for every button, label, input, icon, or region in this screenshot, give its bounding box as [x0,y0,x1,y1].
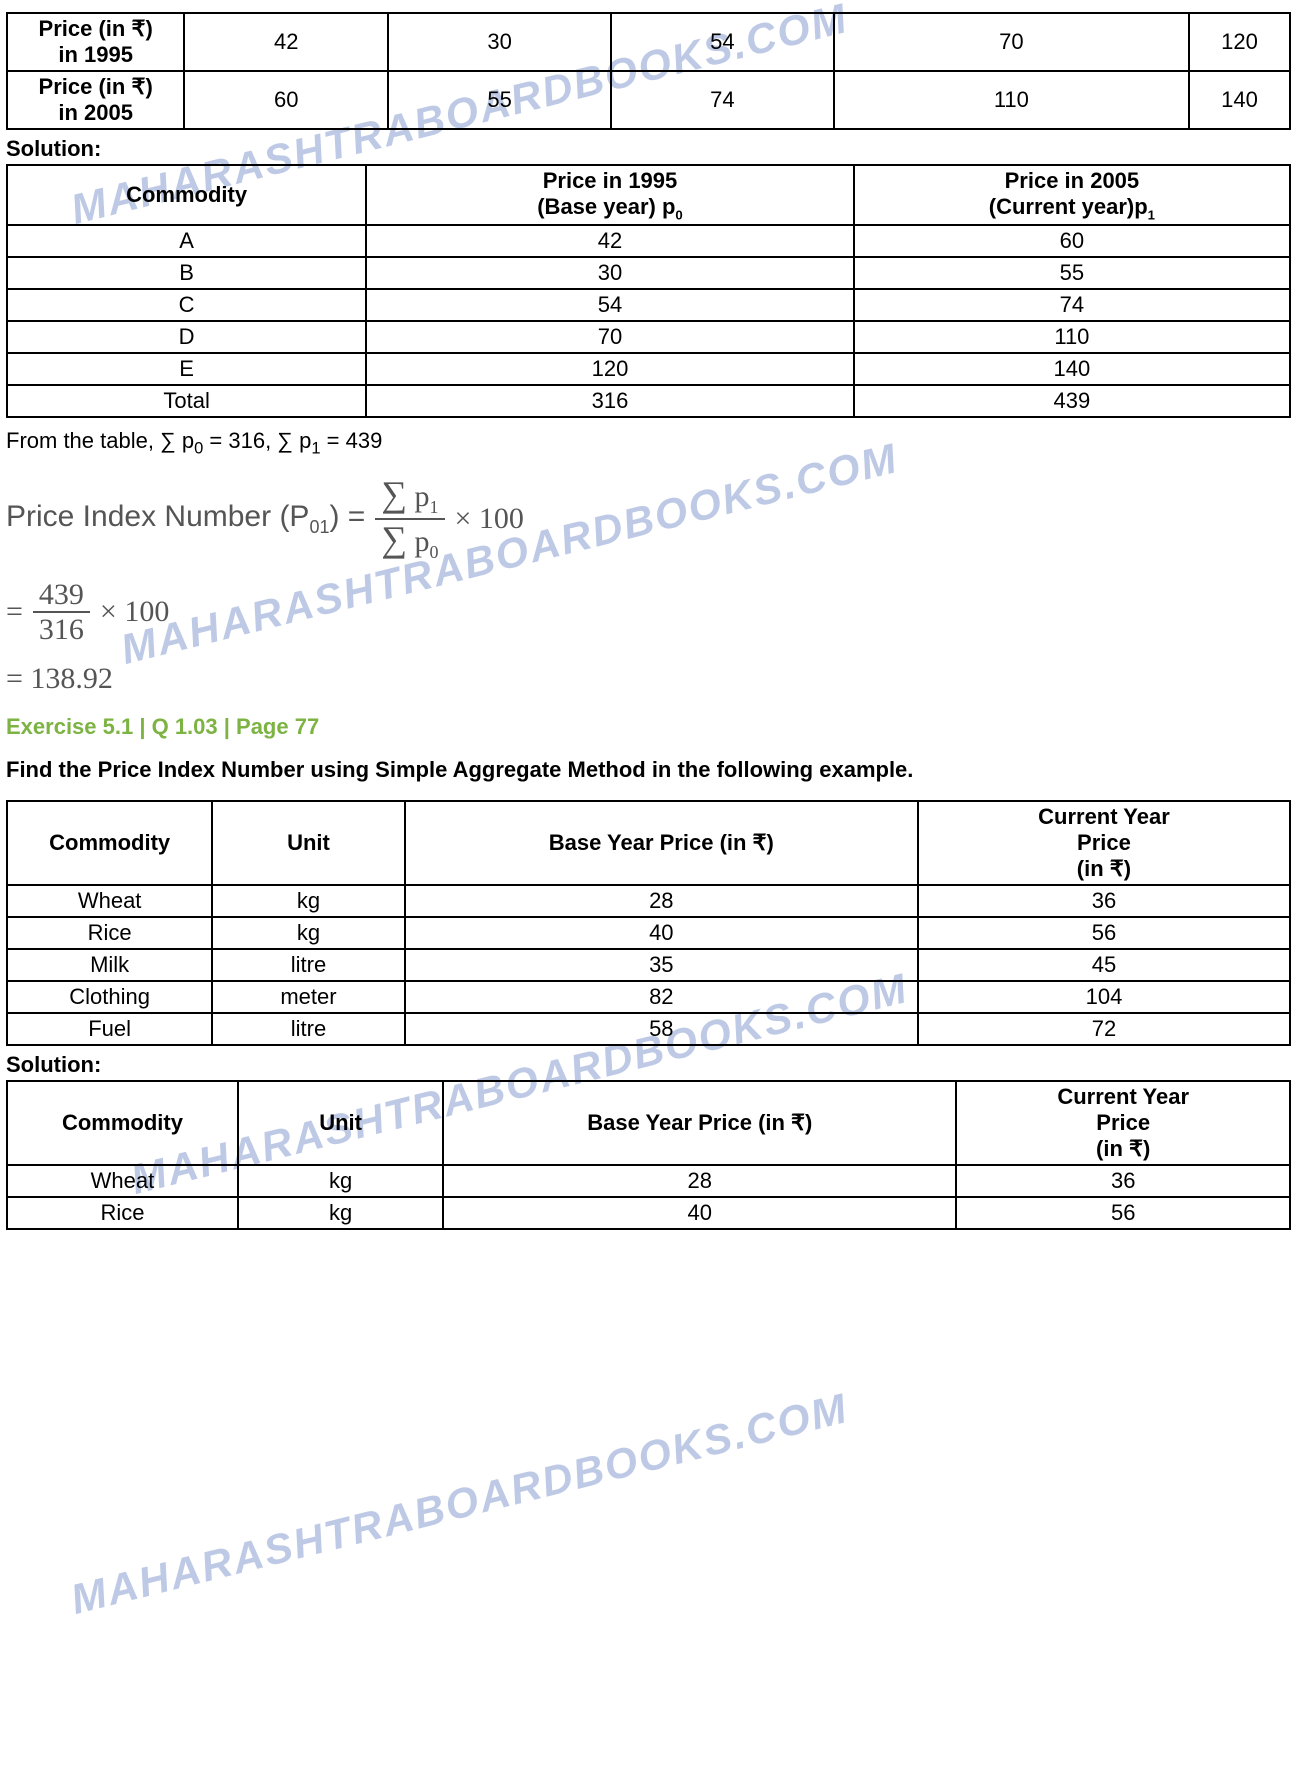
cell: 45 [918,949,1290,981]
cell: kg [238,1165,443,1197]
cell: kg [238,1197,443,1229]
cell: D [7,321,366,353]
cell: B [7,257,366,289]
sigma-icon: ∑ [381,474,407,514]
cell: 40 [443,1197,956,1229]
cell: 120 [366,353,854,385]
col-header: Commodity [7,1081,238,1165]
formula-result: = 138.92 [6,662,1291,696]
watermark: MAHARASHTRABOARDBOOKS.COM [66,1384,853,1624]
formula-label: Price Index Number (P [6,500,309,533]
cell: kg [212,885,404,917]
row-label: Price (in ₹)in 1995 [7,13,184,71]
body-text: From the table, ∑ p0 = 316, ∑ p1 = 439 [6,428,1291,458]
cell: Clothing [7,981,212,1013]
cell: 70 [834,13,1189,71]
row-label: Price (in ₹)in 2005 [7,71,184,129]
col-header: Price in 2005(Current year)p1 [854,165,1290,225]
cell: 30 [388,13,611,71]
cell: Rice [7,917,212,949]
cell: 82 [405,981,918,1013]
cell: 55 [854,257,1290,289]
cell: meter [212,981,404,1013]
col-header: Current YearPrice(in ₹) [918,801,1290,885]
cell: litre [212,949,404,981]
cell: 74 [854,289,1290,321]
cell: kg [212,917,404,949]
cell: 74 [611,71,834,129]
num-sub: 1 [430,497,439,517]
cell: 140 [1189,71,1290,129]
price-year-table: Price (in ₹)in 1995 42 30 54 70 120 Pric… [6,12,1291,130]
solution-commodity-table: Commodity Price in 1995(Base year) p0 Pr… [6,164,1291,418]
cell: 55 [388,71,611,129]
cell: 36 [956,1165,1290,1197]
times-100: × 100 [100,595,169,629]
cell: 40 [405,917,918,949]
cell: A [7,225,366,257]
cell: 140 [854,353,1290,385]
cell: 110 [834,71,1189,129]
cell: E [7,353,366,385]
cell: Rice [7,1197,238,1229]
cell: Total [7,385,366,417]
cell: Wheat [7,1165,238,1197]
col-header: Unit [238,1081,443,1165]
solution2-table: Commodity Unit Base Year Price (in ₹) Cu… [6,1080,1291,1230]
cell: 110 [854,321,1290,353]
cell: 35 [405,949,918,981]
eq: = [6,595,23,629]
col-header: Commodity [7,801,212,885]
cell: 58 [405,1013,918,1045]
cell: 54 [611,13,834,71]
col-header: Unit [212,801,404,885]
col-header: Price in 1995(Base year) p0 [366,165,854,225]
cell: 104 [918,981,1290,1013]
cell: 28 [443,1165,956,1197]
cell: 316 [366,385,854,417]
col-header: Base Year Price (in ₹) [443,1081,956,1165]
cell: 36 [918,885,1290,917]
question-data-table: Commodity Unit Base Year Price (in ₹) Cu… [6,800,1291,1046]
col-header: Commodity [7,165,366,225]
formula-price-index: Price Index Number (P01) = ∑ p1 ∑ p0 × 1… [6,475,1291,563]
cell: C [7,289,366,321]
cell: 439 [854,385,1290,417]
solution-label: Solution: [6,136,1291,162]
cell: 28 [405,885,918,917]
solution-label: Solution: [6,1052,1291,1078]
cell: 42 [366,225,854,257]
cell: Fuel [7,1013,212,1045]
cell: 30 [366,257,854,289]
cell: 56 [918,917,1290,949]
cell: 60 [184,71,388,129]
cell: litre [212,1013,404,1045]
exercise-reference: Exercise 5.1 | Q 1.03 | Page 77 [6,714,1291,740]
formula-step2: = 439 316 × 100 [6,578,1291,646]
formula-sub: 01 [309,517,329,537]
col-header: Base Year Price (in ₹) [405,801,918,885]
cell: 42 [184,13,388,71]
col-header: Current YearPrice(in ₹) [956,1081,1290,1165]
num: 439 [33,578,90,613]
cell: Wheat [7,885,212,917]
cell: 70 [366,321,854,353]
den-sub: 0 [430,542,439,562]
question-text: Find the Price Index Number using Simple… [6,750,1291,790]
formula-close: ) = [329,500,365,533]
den: 316 [33,613,90,646]
cell: 56 [956,1197,1290,1229]
cell: Milk [7,949,212,981]
cell: 60 [854,225,1290,257]
cell: 120 [1189,13,1290,71]
cell: 72 [918,1013,1290,1045]
sigma-icon: ∑ [381,519,407,559]
cell: 54 [366,289,854,321]
times-100: × 100 [455,502,524,536]
